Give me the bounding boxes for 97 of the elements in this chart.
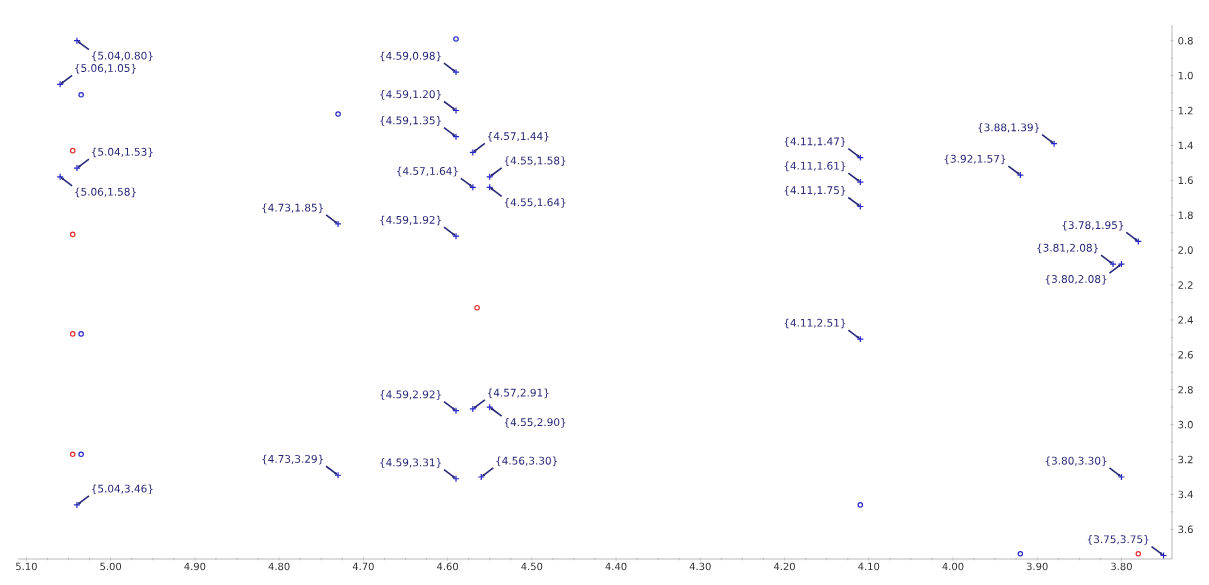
point: [452, 232, 460, 240]
point: [474, 304, 480, 311]
point: [69, 331, 76, 337]
point: [334, 220, 342, 228]
point: [335, 111, 341, 117]
point: [78, 331, 84, 337]
point: [56, 173, 64, 181]
annotation: {3.92,1.57}: [944, 154, 1006, 165]
annotation: {4.59,1.20}: [380, 90, 441, 100]
point: [477, 473, 485, 481]
annotation: {4.57,2.91}: [487, 388, 549, 399]
y-tick-label: 1.8: [1178, 211, 1193, 219]
annotation: {4.55,1.64}: [504, 198, 566, 208]
x-tick-label: 3.90: [1026, 562, 1048, 571]
y-tick-label: 2.6: [1178, 351, 1193, 359]
y-tick-label: 3.4: [1178, 490, 1193, 499]
x-tick-label: 4.60: [436, 562, 459, 571]
point: [73, 501, 81, 509]
y-tick-label: 1.6: [1178, 176, 1193, 185]
y-tick-label: 1.4: [1178, 141, 1193, 150]
annotation: {4.11,1.75}: [784, 186, 846, 196]
x-tick-label: 4.10: [858, 562, 880, 571]
point: [78, 92, 84, 98]
point: [452, 475, 460, 483]
annotation: {4.56,3.30}: [496, 456, 557, 467]
point: [1135, 550, 1142, 557]
point: [453, 36, 459, 42]
x-tick-label: 5.10: [16, 562, 37, 571]
annotation: {5.04,3.46}: [92, 484, 153, 495]
point: [1016, 171, 1024, 179]
point: [69, 231, 76, 238]
point: [69, 451, 76, 458]
annotation: {3.75,3.75}: [1087, 535, 1149, 545]
annotation: {4.55,1.58}: [504, 156, 566, 167]
point: [73, 37, 81, 45]
annotation: {3.80,2.08}: [1045, 274, 1107, 285]
point: [78, 451, 84, 458]
y-tick-label: 2.0: [1178, 246, 1193, 254]
point: [1117, 260, 1126, 268]
point: [452, 407, 460, 415]
y-tick-label: 2.4: [1178, 316, 1193, 324]
point: [69, 147, 76, 154]
annotation: {4.11,2.51}: [784, 318, 846, 329]
annotation: {4.11,1.61}: [784, 161, 846, 172]
annotation: {4.59,2.92}: [380, 390, 441, 400]
annotation: {3.81,2.08}: [1037, 243, 1098, 254]
annotation: {4.59,3.31}: [380, 458, 441, 468]
point: [73, 164, 81, 172]
annotation: {5.06,1.05}: [75, 63, 136, 74]
x-tick-label: 4.30: [689, 562, 711, 571]
annotation: {4.59,1.35}: [380, 116, 441, 126]
annotation: {5.06,1.58}: [75, 187, 136, 198]
point: [56, 80, 64, 88]
point: [1117, 473, 1126, 481]
x-tick-label: 4.70: [352, 562, 374, 571]
x-tick-label: 5.00: [100, 562, 122, 571]
annotation: {4.59,0.98}: [380, 51, 441, 62]
point: [1017, 550, 1024, 557]
annotation: {3.88,1.39}: [978, 123, 1039, 133]
y-tick-label: 3.6: [1178, 525, 1193, 534]
x-tick-label: 3.80: [1111, 562, 1132, 571]
annotation: {5.04,0.80}: [92, 51, 153, 62]
y-tick-label: 2.8: [1178, 385, 1193, 394]
x-tick-label: 4.00: [942, 562, 964, 571]
y-tick-label: 2.2: [1178, 281, 1193, 289]
annotation: {4.73,1.85}: [262, 203, 323, 214]
annotation: {4.59,1.92}: [380, 215, 441, 226]
point: [469, 405, 477, 413]
y-tick-label: 1.2: [1178, 106, 1193, 115]
annotation: {4.57,1.64}: [397, 166, 458, 177]
x-tick-label: 4.40: [605, 562, 627, 571]
point: [1109, 260, 1117, 268]
point: [1050, 140, 1058, 148]
annotation: {3.78,1.95}: [1062, 220, 1124, 231]
x-tick-label: 4.50: [521, 562, 543, 571]
y-tick-label: 3.2: [1178, 455, 1193, 464]
x-tick-label: 4.20: [773, 562, 795, 571]
annotation: {4.73,3.29}: [262, 454, 323, 465]
point: [452, 106, 460, 115]
point: [469, 148, 477, 156]
annotation: {5.04,1.53}: [92, 147, 153, 158]
x-tick-label: 4.90: [184, 562, 206, 571]
point: [452, 133, 460, 141]
point: [856, 335, 864, 343]
point: [857, 502, 864, 508]
y-tick-label: 3.0: [1178, 420, 1193, 429]
point: [334, 471, 342, 479]
annotation: {3.80,3.30}: [1045, 456, 1107, 467]
annotation: {4.55,2.90}: [504, 417, 566, 428]
point: [452, 68, 460, 76]
annotation: {4.11,1.47}: [784, 137, 846, 147]
y-tick-label: 0.8: [1178, 36, 1193, 45]
point: [469, 183, 477, 191]
annotation: {4.57,1.44}: [487, 131, 549, 142]
point: [856, 178, 864, 186]
x-tick-label: 4.80: [268, 562, 290, 571]
y-tick-label: 1.0: [1178, 71, 1193, 80]
